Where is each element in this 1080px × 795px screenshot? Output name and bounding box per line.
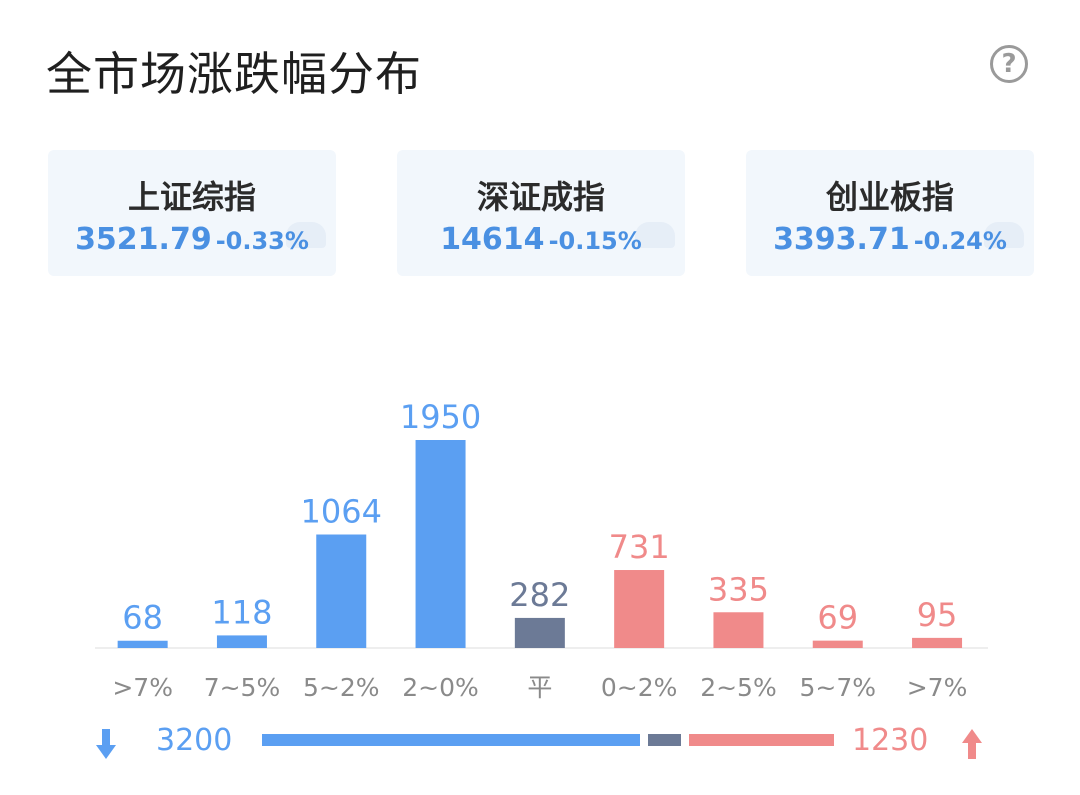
page-title: 全市场涨跌幅分布 — [46, 47, 422, 101]
index-price: 14614 — [440, 222, 545, 257]
bar-1[interactable] — [216, 635, 267, 648]
bar-4[interactable] — [514, 617, 565, 648]
index-name: 上证综指 — [127, 178, 256, 216]
index-change: -0.33% — [215, 227, 309, 255]
bar-value-label-4: 282 — [509, 576, 570, 614]
bar-value-label-1: 118 — [211, 593, 272, 631]
index-change: -0.24% — [913, 227, 1007, 255]
help-icon[interactable]: ? — [990, 45, 1028, 83]
down-proportion-bar — [262, 734, 640, 746]
category-label-3: 2~0% — [402, 673, 479, 702]
index-values: 3521.79 -0.33% — [48, 222, 336, 257]
up-proportion-bar — [688, 734, 834, 746]
bar-0[interactable] — [117, 640, 168, 648]
category-label-7: 5~7% — [799, 673, 876, 702]
index-values: 3393.71 -0.24% — [746, 222, 1034, 257]
bar-value-label-6: 335 — [708, 570, 769, 608]
card-decoration — [286, 222, 326, 248]
bar-6[interactable] — [713, 612, 764, 648]
bar-value-label-2: 1064 — [301, 493, 382, 531]
index-values: 14614 -0.15% — [397, 222, 685, 257]
bar-value-label-8: 95 — [917, 596, 958, 634]
up-total: 1230 — [852, 723, 929, 758]
category-label-2: 5~2% — [303, 673, 380, 702]
index-price: 3521.79 — [75, 222, 212, 257]
index-card-shanghai[interactable]: 上证综指 3521.79 -0.33% — [48, 150, 336, 276]
index-card-shenzhen[interactable]: 深证成指 14614 -0.15% — [397, 150, 685, 276]
index-name: 创业板指 — [825, 178, 954, 216]
category-label-1: 7~5% — [204, 673, 281, 702]
bar-5[interactable] — [614, 570, 665, 648]
category-label-6: 2~5% — [700, 673, 777, 702]
flat-proportion-bar — [647, 734, 681, 746]
up-arrow-icon — [962, 729, 982, 759]
index-change: -0.15% — [548, 227, 642, 255]
bar-8[interactable] — [912, 637, 963, 648]
distribution-bar-chart: 68 >7% 118 7~5% 1064 5~2% 1950 2~0% 282 平 731 0~2% 3… — [95, 398, 988, 702]
bar-value-label-0: 68 — [122, 599, 163, 637]
category-label-0: >7% — [112, 673, 173, 702]
bar-value-label-3: 1950 — [400, 398, 481, 436]
card-decoration — [635, 222, 675, 248]
card-decoration — [984, 222, 1024, 248]
bar-3[interactable] — [415, 440, 466, 648]
down-arrow-icon — [96, 729, 116, 759]
bar-value-label-5: 731 — [609, 528, 670, 566]
bar-2[interactable] — [316, 534, 367, 648]
category-label-4: 平 — [527, 673, 552, 702]
bar-7[interactable] — [812, 640, 863, 648]
down-total: 3200 — [156, 723, 233, 758]
category-label-5: 0~2% — [601, 673, 678, 702]
index-card-chinext[interactable]: 创业板指 3393.71 -0.24% — [746, 150, 1034, 276]
bar-value-label-7: 69 — [817, 599, 858, 637]
index-name: 深证成指 — [476, 178, 605, 216]
index-price: 3393.71 — [773, 222, 910, 257]
category-label-8: >7% — [907, 673, 968, 702]
